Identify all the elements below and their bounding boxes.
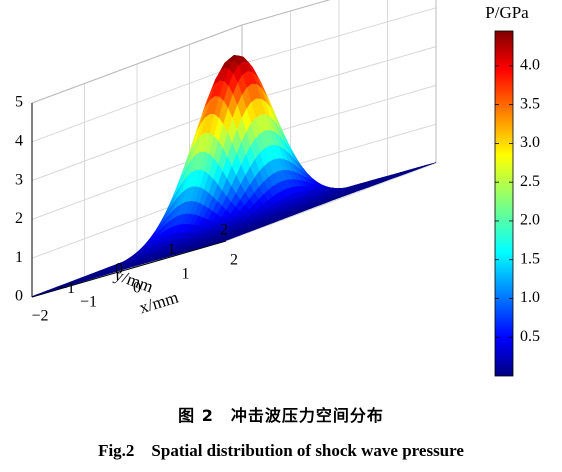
colorbar-tick-label: 1.0 <box>520 289 540 306</box>
colorbar-tick-label: 3.0 <box>520 134 540 151</box>
y-tick-label: 0 <box>115 261 123 278</box>
x-tick-label: −2 <box>31 308 48 325</box>
y-tick-label: 2 <box>220 222 228 239</box>
colorbar: P/GPa 0.5 1.0 1.5 2.0 2.5 3.0 3.5 4.0 <box>485 3 540 377</box>
colorbar-tick-label: 4.0 <box>520 57 540 74</box>
z-tick-label: 0 <box>15 288 23 305</box>
caption-english: Fig.2 Spatial distribution of shock wave… <box>98 441 464 460</box>
z-tick-label: 5 <box>15 94 23 111</box>
y-tick-label: 1 <box>168 241 176 258</box>
colorbar-gradient <box>494 30 514 377</box>
colorbar-tick-label: 2.0 <box>520 212 540 229</box>
x-tick-label: −1 <box>80 294 97 311</box>
caption-chinese: 图 2 冲击波压力空间分布 <box>178 406 384 425</box>
x-axis-line <box>31 240 227 298</box>
colorbar-title: P/GPa <box>485 3 529 22</box>
box-edge <box>31 24 243 104</box>
surface-layer <box>31 55 437 297</box>
colorbar-tick-label: 1.5 <box>520 250 540 267</box>
y-tick-label: −1 <box>58 280 75 297</box>
box-edge <box>241 0 331 26</box>
x-tick-label: 0 <box>133 280 141 297</box>
z-axis-title: P/GPa <box>0 178 2 222</box>
z-tick-label: 4 <box>15 132 23 149</box>
colorbar-tick-label: 2.5 <box>520 173 540 190</box>
surface-cell <box>221 238 231 243</box>
x-tick-label: 1 <box>182 266 190 283</box>
z-tick-label: 2 <box>15 210 23 227</box>
colorbar-tick-label: 0.5 <box>520 328 540 345</box>
z-tick-label: 1 <box>15 249 23 266</box>
x-tick-label: 2 <box>230 252 238 269</box>
colorbar-tick-label: 3.5 <box>520 95 540 112</box>
z-tick-label: 3 <box>15 171 23 188</box>
